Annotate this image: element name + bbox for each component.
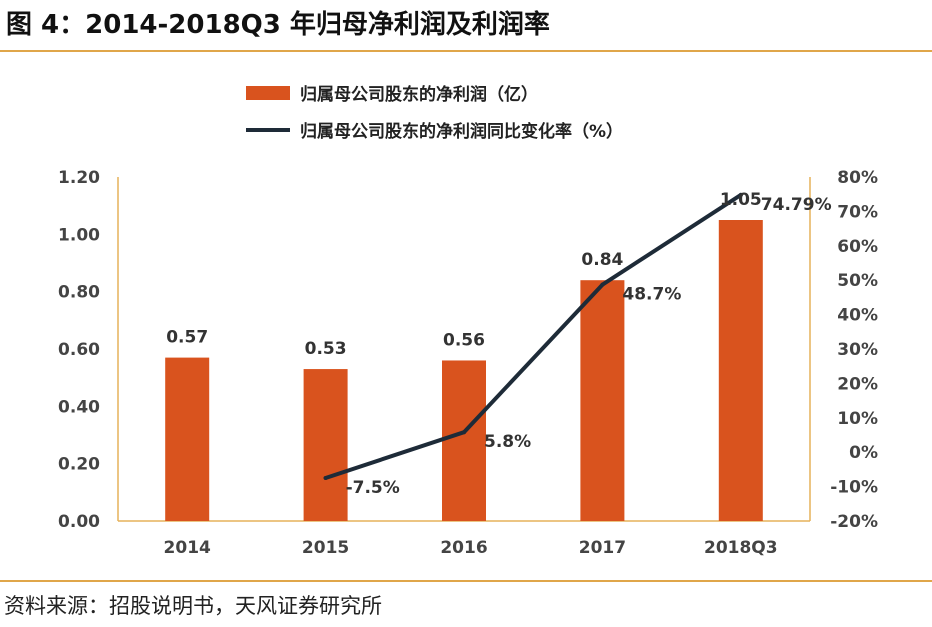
- left-tick-label: 1.00: [58, 225, 100, 245]
- legend: 归属母公司股东的净利润（亿） 归属母公司股东的净利润同比变化率（%）: [246, 84, 623, 142]
- bar: [165, 357, 210, 521]
- bar-value-label: 0.56: [443, 330, 485, 350]
- right-tick-label: 20%: [837, 374, 878, 394]
- bar: [580, 280, 625, 521]
- legend-bar-label: 归属母公司股东的净利润（亿）: [300, 84, 538, 105]
- left-tick-label: 1.20: [58, 168, 100, 188]
- footer-divider: [0, 580, 932, 582]
- bar: [303, 369, 348, 521]
- right-tick-label: 30%: [837, 340, 878, 360]
- x-tick-label: 2018Q3: [704, 538, 778, 558]
- source-note: 资料来源：招股说明书，天风证券研究所: [4, 594, 382, 618]
- legend-bar-swatch: [246, 86, 290, 100]
- left-tick-label: 0.80: [58, 283, 100, 303]
- line-series: [323, 192, 743, 480]
- left-tick-label: 0.40: [58, 397, 100, 417]
- title-divider: [0, 50, 932, 52]
- line-point: [462, 430, 466, 435]
- chart-title: 图 4：2014-2018Q3 年归母净利润及利润率: [6, 10, 550, 40]
- left-tick-label: 0.60: [58, 340, 100, 360]
- bar-value-label: 1.05: [720, 190, 762, 210]
- legend-line-label: 归属母公司股东的净利润同比变化率（%）: [300, 121, 623, 142]
- right-tick-label: -20%: [830, 512, 878, 532]
- line-point: [323, 476, 328, 480]
- right-tick-label: 40%: [837, 306, 878, 326]
- line-point: [600, 282, 605, 287]
- line-point: [738, 192, 743, 197]
- x-tick-label: 2017: [579, 538, 626, 558]
- left-tick-label: 0.00: [58, 512, 100, 532]
- x-tick-label: 2016: [440, 538, 487, 558]
- x-tick-label: 2015: [302, 538, 349, 558]
- right-tick-label: 70%: [837, 202, 878, 222]
- right-tick-label: 60%: [837, 237, 878, 257]
- bar: [718, 220, 763, 521]
- line-value-label: 74.79%: [761, 195, 832, 215]
- growth-line: [323, 192, 743, 480]
- right-tick-label: 10%: [837, 409, 878, 429]
- left-tick-label: 0.20: [58, 455, 100, 475]
- bar: [442, 360, 486, 521]
- bar-value-label: 0.57: [166, 328, 208, 348]
- bars: [165, 220, 763, 521]
- bar-value-label: 0.84: [581, 250, 623, 270]
- bar-value-label: 0.53: [305, 339, 347, 359]
- right-tick-label: 50%: [837, 271, 878, 291]
- line-value-label: 48.7%: [622, 285, 681, 305]
- line-value-label: 5.8%: [484, 432, 531, 452]
- axes: 0.00 0.20 0.40 0.60 0.80 1.00 1.20 -20% -10% 0% 10…: [58, 168, 878, 558]
- right-tick-label: 80%: [837, 168, 878, 188]
- right-tick-label: -10%: [830, 478, 878, 498]
- right-tick-label: 0%: [849, 443, 878, 463]
- line-value-label: -7.5%: [346, 478, 400, 498]
- data-labels: 0.57 0.53 0.56 0.84 1.05 -7.5% 5.8% 48.7% 74.79%: [166, 190, 831, 498]
- x-tick-label: 2014: [164, 538, 211, 558]
